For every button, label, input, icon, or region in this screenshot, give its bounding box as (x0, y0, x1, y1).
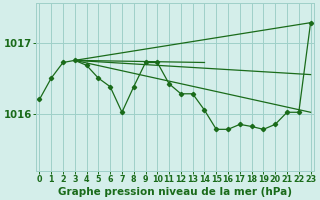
X-axis label: Graphe pression niveau de la mer (hPa): Graphe pression niveau de la mer (hPa) (58, 187, 292, 197)
